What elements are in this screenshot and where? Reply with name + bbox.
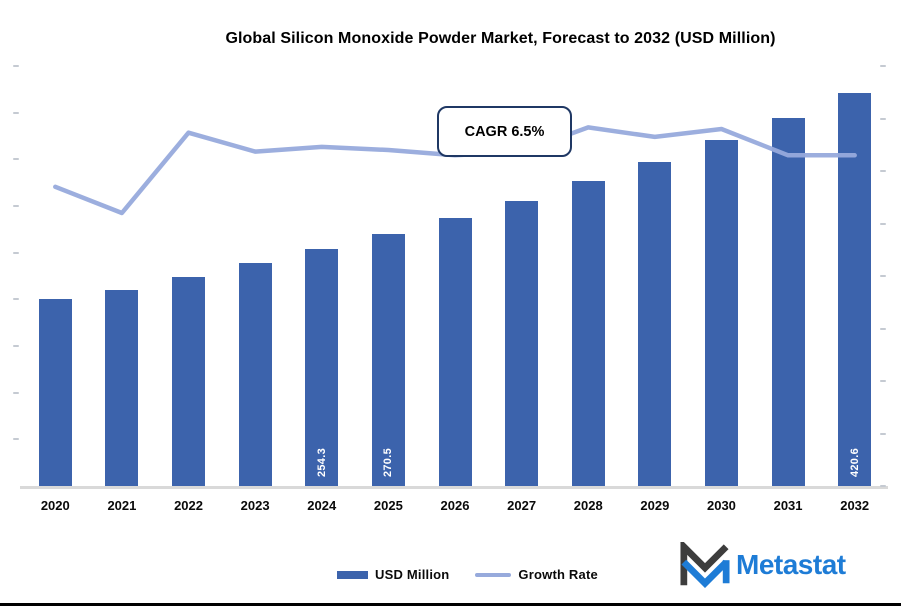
secondary-axis-tick (880, 485, 886, 487)
cagr-callout: CAGR 6.5% (437, 106, 572, 157)
secondary-axis-tick (880, 170, 886, 172)
x-axis-label-2021: 2021 (107, 498, 137, 513)
x-axis-label-2028: 2028 (573, 498, 603, 513)
bar-2022 (172, 276, 206, 486)
plot-area: 2020 2021 2022 2023 254.3 2024 270.5 2025 2026 20… (13, 65, 888, 513)
bar-2023 (238, 262, 272, 486)
primary-axis-tick (13, 111, 19, 114)
bar-value-label-2032: 420.6 (848, 447, 861, 477)
bar-2029 (638, 162, 672, 486)
legend-label-growth-rate: Growth Rate (518, 567, 598, 582)
bar-2024: 254.3 (305, 248, 339, 486)
bar-2027 (505, 201, 539, 486)
primary-axis-tick (13, 158, 19, 161)
legend-item-usd-million: USD Million (337, 567, 449, 582)
brand-logo: Metastat (680, 542, 846, 588)
x-axis-label-2027: 2027 (507, 498, 537, 513)
x-axis-label-2024: 2024 (307, 498, 337, 513)
line-swatch-icon (475, 572, 512, 577)
primary-axis-tick (13, 391, 19, 394)
bottom-divider (0, 603, 901, 606)
x-axis-line (20, 486, 888, 489)
bar-value-label-2025: 270.5 (382, 447, 395, 477)
cagr-callout-text: CAGR 6.5% (464, 123, 545, 140)
x-axis-label-2032: 2032 (840, 498, 870, 513)
bar-2032: 420.6 (838, 93, 872, 486)
primary-axis-tick (13, 298, 19, 301)
x-axis-label-2029: 2029 (640, 498, 670, 513)
legend-item-growth-rate: Growth Rate (475, 567, 598, 582)
metastat-logo-icon (680, 542, 730, 588)
bar-2025: 270.5 (371, 233, 405, 486)
x-axis-label-2031: 2031 (773, 498, 803, 513)
bar-2020 (38, 299, 72, 486)
x-axis-label-2020: 2020 (40, 498, 70, 513)
bar-swatch-icon (337, 570, 368, 579)
bar-2026 (438, 218, 472, 486)
secondary-axis-tick (880, 432, 886, 435)
secondary-axis-tick (880, 222, 886, 225)
x-axis-label-2026: 2026 (440, 498, 470, 513)
primary-axis-tick (13, 438, 19, 441)
legend-label-usd-million: USD Million (375, 567, 450, 582)
legend: USD Million Growth Rate (337, 567, 598, 582)
bar-2030 (704, 139, 738, 486)
chart-title: Global Silicon Monoxide Powder Market, F… (225, 30, 776, 47)
x-axis-label-2025: 2025 (373, 498, 403, 513)
bar-2021 (105, 290, 139, 486)
bar-2031 (771, 118, 805, 486)
x-axis-label-2023: 2023 (240, 498, 270, 513)
x-axis-label-2030: 2030 (706, 498, 736, 513)
secondary-axis-tick (880, 380, 886, 382)
secondary-axis-tick (880, 65, 886, 67)
primary-axis-tick (13, 205, 19, 207)
primary-axis-tick (13, 251, 19, 254)
secondary-axis-tick (880, 327, 886, 330)
bar-2028 (571, 180, 605, 486)
primary-axis-tick (13, 345, 19, 347)
secondary-axis-tick (880, 275, 886, 277)
primary-axis-tick (13, 65, 19, 67)
secondary-axis-tick (880, 117, 886, 120)
x-axis-label-2022: 2022 (174, 498, 203, 513)
bar-value-label-2024: 254.3 (315, 447, 328, 477)
brand-name: Metastat (736, 549, 846, 580)
